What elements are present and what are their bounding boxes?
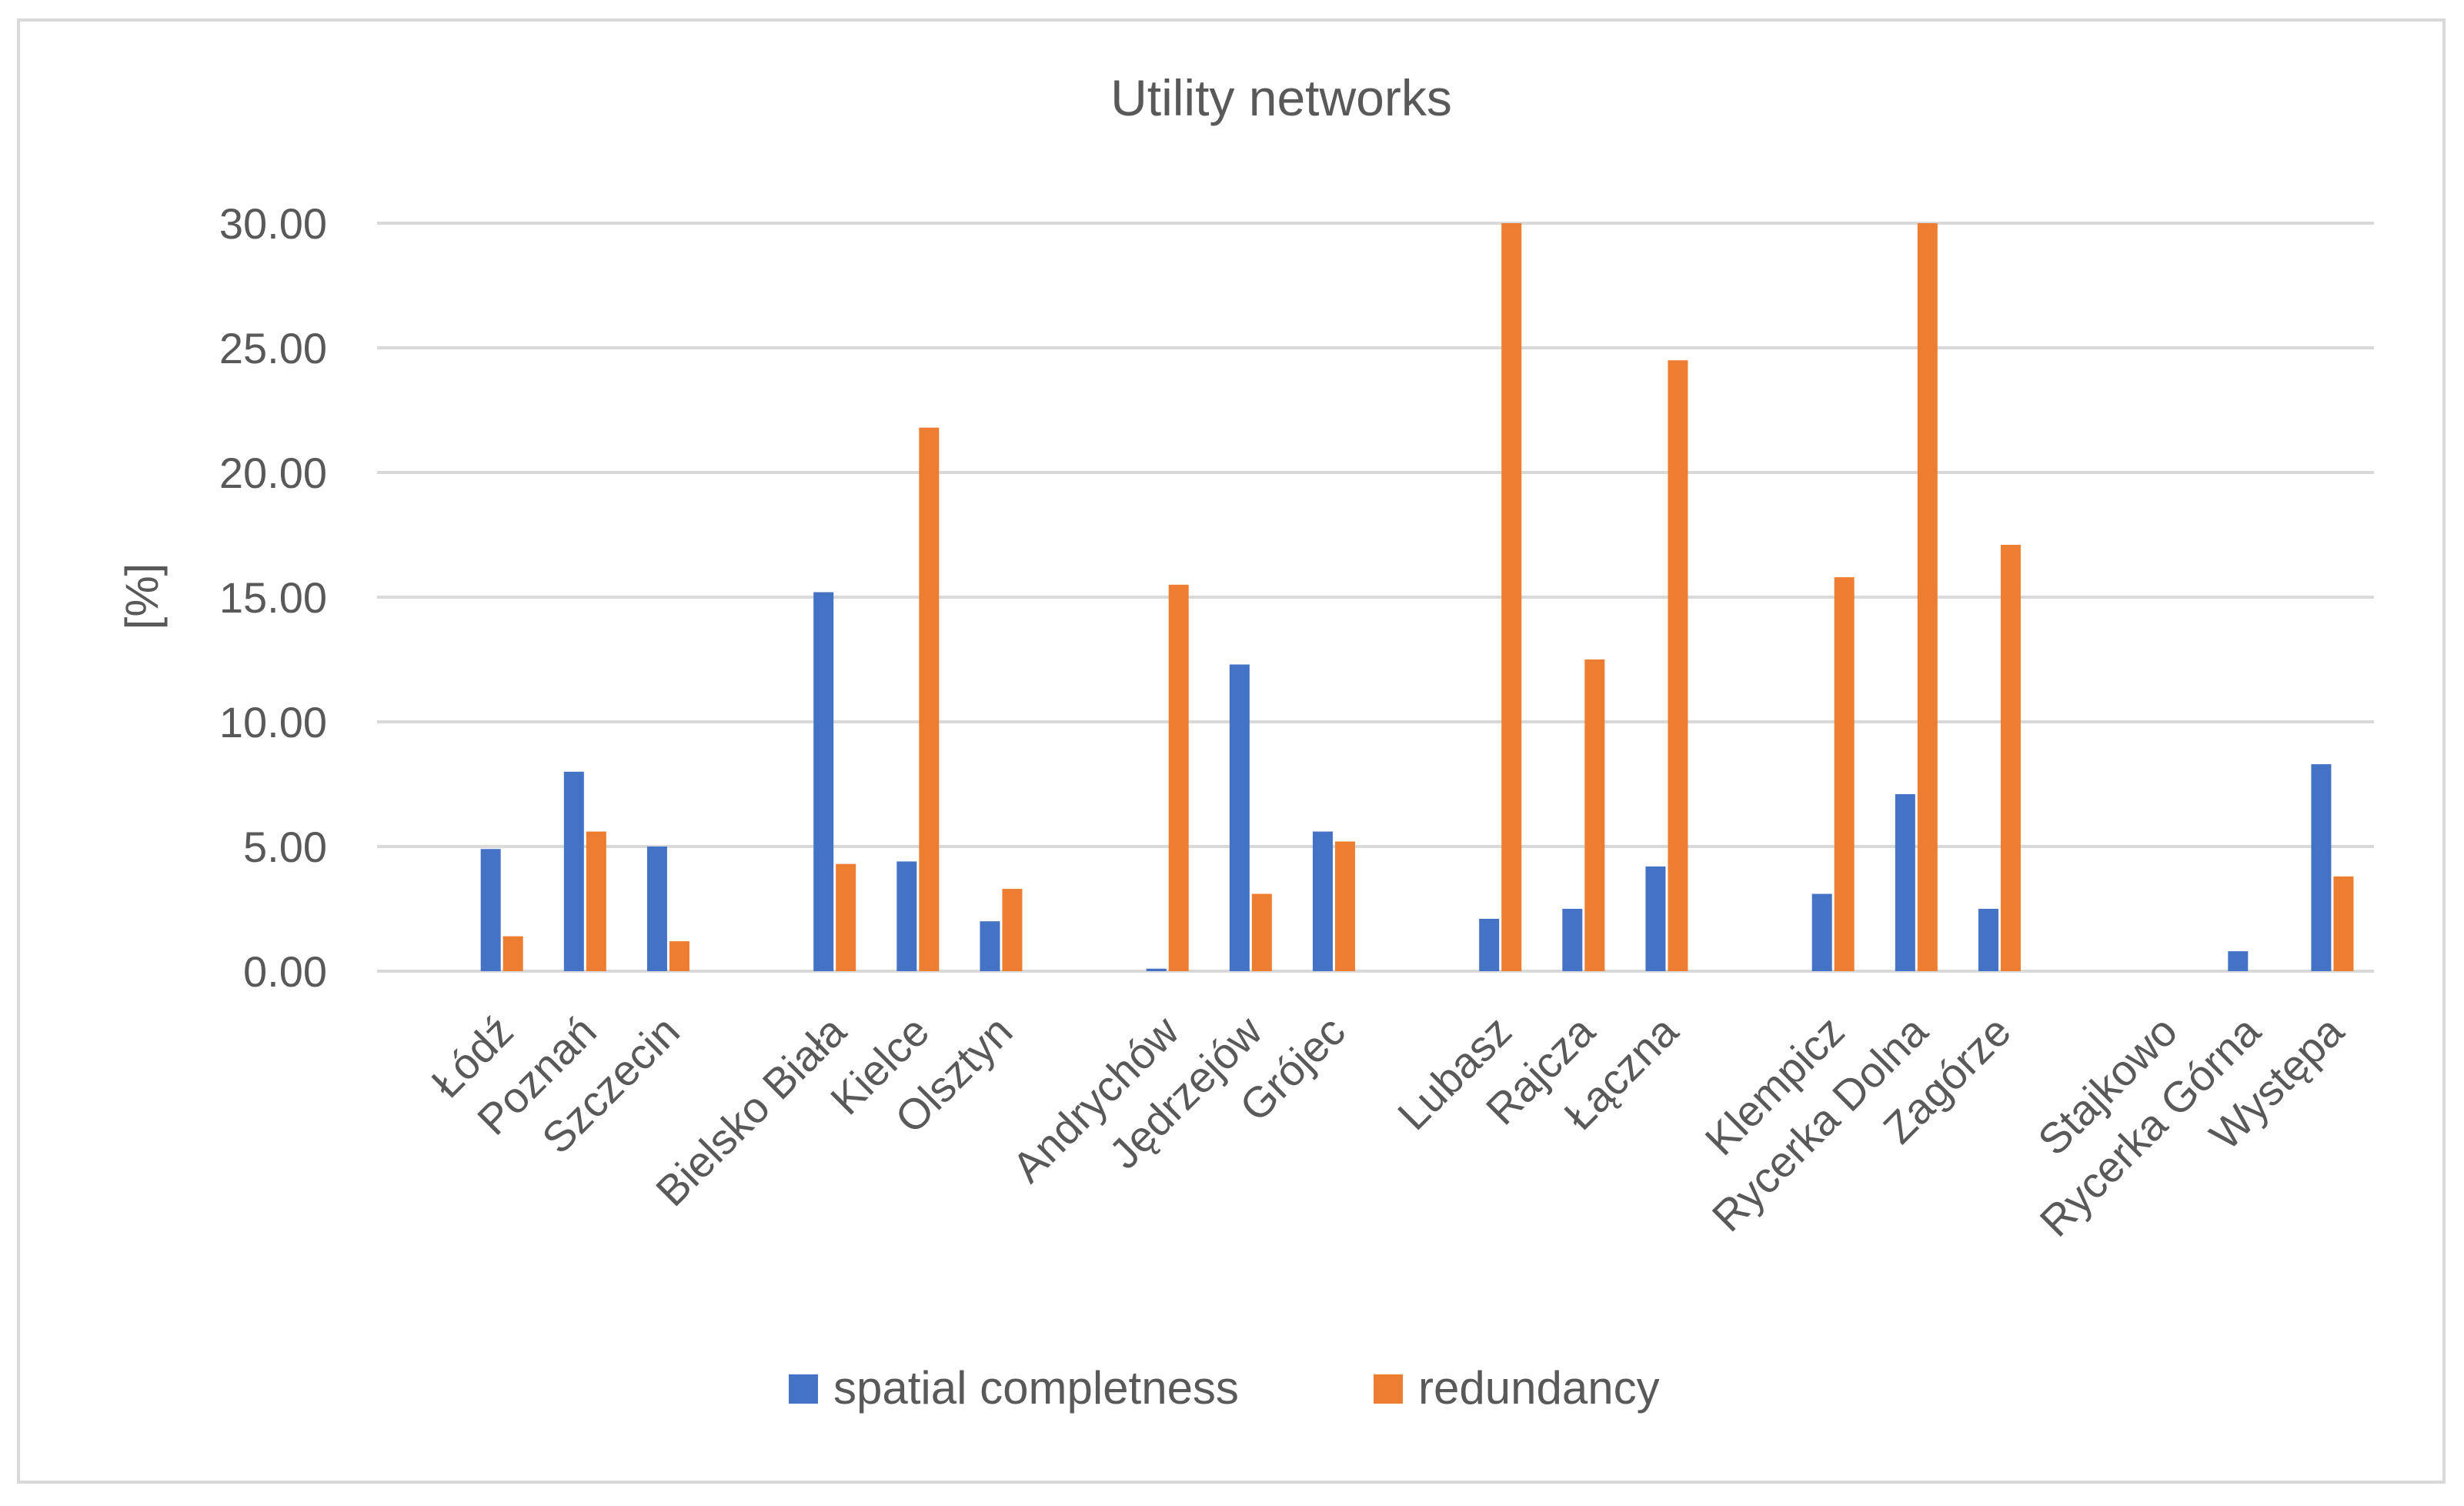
bar-spatial-completness: [480, 849, 501, 971]
bar-spatial-completness: [980, 921, 1000, 971]
bar-spatial-completness: [1811, 893, 1832, 971]
legend: spatial completness redundancy: [789, 1362, 1660, 1414]
legend-swatch-spatial-completness: [789, 1374, 818, 1404]
bar-spatial-completness: [813, 592, 834, 971]
bar-redundancy: [1168, 584, 1189, 971]
bar-spatial-completness: [646, 846, 667, 971]
bar-spatial-completness: [2228, 951, 2249, 971]
bar-spatial-completness: [896, 861, 917, 971]
bar-redundancy: [1834, 577, 1855, 971]
y-tick-label: 20.00: [219, 449, 327, 497]
chart-title: Utility networks: [1110, 69, 1452, 126]
bar-spatial-completness: [1229, 664, 1250, 971]
bar-redundancy: [836, 863, 856, 971]
bar-redundancy: [1251, 893, 1272, 971]
legend-label-redundancy: redundancy: [1418, 1362, 1660, 1414]
bar-spatial-completness: [2311, 764, 2332, 971]
bar-redundancy: [1002, 889, 1023, 971]
bar-spatial-completness: [1312, 831, 1333, 971]
bar-spatial-completness: [563, 771, 584, 971]
bar-spatial-completness: [1562, 909, 1583, 971]
bars: [480, 223, 2354, 971]
bar-redundancy: [1917, 223, 1938, 971]
y-tick-label: 0.00: [243, 947, 327, 996]
bar-spatial-completness: [1645, 866, 1666, 971]
bar-spatial-completness: [1895, 793, 1915, 971]
bar-spatial-completness: [1978, 909, 1998, 971]
bar-redundancy: [919, 427, 940, 971]
bar-redundancy: [586, 831, 606, 971]
y-axis-ticks: 0.00 5.00 10.00 15.00 20.00 25.00 30.00: [219, 199, 327, 996]
bar-redundancy: [1501, 223, 1522, 971]
y-tick-label: 25.00: [219, 324, 327, 372]
gridlines: [377, 222, 2374, 973]
legend-swatch-redundancy: [1374, 1374, 1403, 1404]
y-axis-title: [%]: [116, 563, 168, 630]
bar-spatial-completness: [1146, 968, 1167, 971]
bar-redundancy: [1668, 360, 1688, 971]
bar-redundancy: [2000, 544, 2021, 971]
y-tick-label: 15.00: [219, 573, 327, 622]
bar-redundancy: [2333, 876, 2354, 971]
bar-redundancy: [502, 936, 523, 971]
bar-redundancy: [669, 941, 689, 971]
y-tick-label: 30.00: [219, 199, 327, 248]
bar-redundancy: [1334, 841, 1355, 971]
y-tick-label: 10.00: [219, 698, 327, 746]
bar-spatial-completness: [1479, 918, 1500, 971]
y-tick-label: 5.00: [243, 823, 327, 871]
bar-redundancy: [1584, 660, 1605, 971]
legend-label-spatial-completness: spatial completness: [833, 1362, 1239, 1414]
